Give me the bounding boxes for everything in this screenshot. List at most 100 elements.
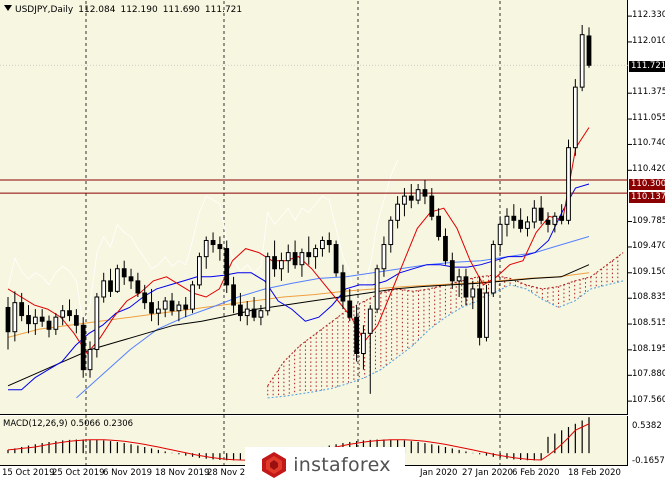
candle-body <box>552 215 558 225</box>
candle-body <box>238 304 243 317</box>
candle-body <box>53 316 59 330</box>
candle-body <box>477 288 483 338</box>
candle-body <box>190 284 195 310</box>
candle-body <box>586 35 592 66</box>
candle-body <box>210 239 216 246</box>
candle-body <box>443 235 448 262</box>
candle-body <box>39 316 45 322</box>
candle-body <box>313 248 318 258</box>
candle-body <box>449 260 455 282</box>
candle-body <box>197 256 202 286</box>
candle-body <box>299 252 305 266</box>
candle-body <box>470 288 476 298</box>
price-tick-label: 111.055 <box>632 113 665 124</box>
candle-body <box>94 296 100 350</box>
candle-body <box>265 256 271 312</box>
candle-body <box>320 239 325 250</box>
candle-body <box>545 219 551 225</box>
time-tick-label: 27 Jan 2020 <box>462 468 513 478</box>
time-tick-label: 18 Nov 2019 <box>155 468 210 478</box>
price-tick-label: 109.785 <box>632 215 665 226</box>
candle-body <box>149 302 154 314</box>
candle-body <box>114 268 120 292</box>
candle-body <box>108 280 113 292</box>
time-tick-label: 18 Feb 2020 <box>568 468 621 478</box>
chart-title: USDJPY,Daily 112.084 112.190 111.690 111.721 <box>4 5 247 15</box>
candle-body <box>12 302 18 333</box>
candle-body <box>429 195 435 217</box>
macd-label: MACD(12,26,9) <box>3 419 68 429</box>
candle-body <box>279 260 284 270</box>
collapse-triangle-icon[interactable] <box>4 5 12 11</box>
candle-body <box>5 306 11 333</box>
candle-body <box>395 203 400 221</box>
candle-body <box>422 189 428 197</box>
price-tick-label: 108.835 <box>632 292 665 303</box>
candle-body <box>354 316 359 354</box>
macd-value-2: 0.2306 <box>103 419 134 429</box>
candle-body <box>285 252 291 262</box>
price-tick-label: 107.880 <box>632 369 665 380</box>
candle-body <box>128 276 134 282</box>
candle-body <box>183 304 189 310</box>
candle-body <box>155 308 161 314</box>
price-tick-label: 108.195 <box>632 343 665 354</box>
candle-body <box>73 315 79 326</box>
candle-body <box>484 292 489 338</box>
candle-body <box>251 308 257 318</box>
candle-body <box>326 239 332 246</box>
candle-body <box>538 207 544 221</box>
candle-body <box>559 215 565 221</box>
level-lower-tag: 110.137 <box>629 192 665 203</box>
candle-body <box>224 248 230 286</box>
macd-axis-top: 0.5382 <box>632 421 662 431</box>
candle-body <box>231 284 236 306</box>
candle-body <box>60 310 66 318</box>
candle-body <box>367 308 373 334</box>
macd-value-1: 0.5066 <box>70 419 101 429</box>
time-tick-label: 15 Oct 2019 <box>2 468 55 478</box>
candle-body <box>511 215 517 221</box>
candle-body <box>32 316 38 325</box>
instaforex-emblem-icon <box>262 452 287 478</box>
current-price-tag: 111.721 <box>629 61 665 72</box>
senkou-span-b <box>267 280 624 399</box>
price-tick-label: 109.150 <box>632 266 665 277</box>
candle-body <box>292 252 298 266</box>
ma-light-blue <box>76 236 590 399</box>
candle-body <box>306 252 312 258</box>
candle-body <box>497 223 503 246</box>
macd-axis-bottom: -0.1657 <box>632 456 665 466</box>
candle-body <box>531 207 537 223</box>
high-value: 112.190 <box>120 5 158 15</box>
candle-body <box>162 300 168 310</box>
price-tick-label: 111.375 <box>632 87 665 98</box>
candle-body <box>456 276 462 282</box>
candle-body <box>388 219 394 246</box>
candle-body <box>203 239 209 258</box>
candle-body <box>361 332 366 354</box>
candle-body <box>121 268 127 278</box>
time-tick-label: Jan 2020 <box>420 468 458 478</box>
candle-body <box>244 308 250 317</box>
candle-body <box>19 302 25 317</box>
price-tick-label: 112.330 <box>632 10 665 21</box>
candle-body <box>135 280 141 294</box>
instaforex-logo: instaforex <box>245 447 405 483</box>
open-value: 112.084 <box>78 5 116 15</box>
time-tick-label: 28 Nov 20 <box>207 468 251 478</box>
candle-body <box>272 256 277 270</box>
price-tick-label: 108.515 <box>632 318 665 329</box>
candle-body <box>436 215 442 237</box>
close-value: 111.721 <box>204 5 243 15</box>
candle-body <box>101 280 107 298</box>
candle-body <box>518 219 524 229</box>
candle-body <box>142 292 148 304</box>
candle-body <box>579 34 585 88</box>
watermark-text: instaforex <box>293 454 391 476</box>
candle-body <box>169 300 175 312</box>
candle-body <box>490 244 496 294</box>
time-tick-label: 25 Oct 2019 <box>52 468 105 478</box>
